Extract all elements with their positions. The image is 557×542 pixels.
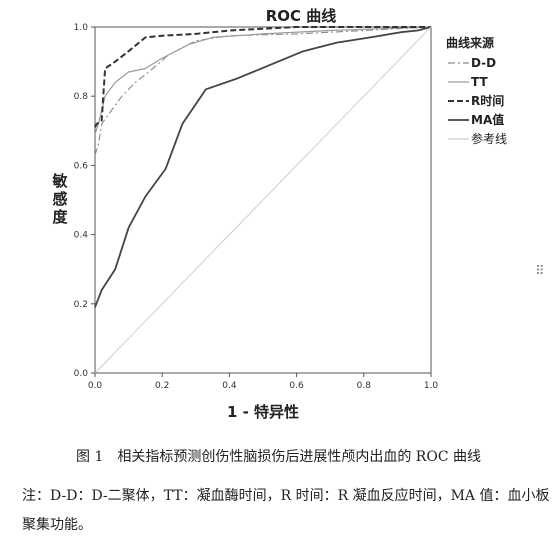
x-tick-label: 0.0 <box>88 381 103 391</box>
series-line-2 <box>94 26 431 128</box>
figure-note: 注：D-D：D-二聚体，TT：凝血酶时间，R 时间：R 凝血反应时间，MA 值：… <box>22 488 550 533</box>
x-tick-label: 0.2 <box>155 381 169 391</box>
axis-layer: 0.0 0.2 0.4 0.6 0.8 1.0 0.0 0.2 0.4 0.6 0.8 1.0 <box>74 23 439 391</box>
chart-title: ROC 曲线 <box>266 7 337 25</box>
plot-frame <box>94 26 432 374</box>
legend-entry-label: TT <box>471 75 488 89</box>
y-tick-label: 0.4 <box>74 231 89 241</box>
legend-entry-label: MA值 <box>471 112 504 127</box>
drag-handle-icon[interactable]: ⠿ <box>535 264 544 279</box>
roc-chart: 0.0 0.2 0.4 0.6 0.8 1.0 0.0 0.2 0.4 0.6 0.8 1.0 ROC… <box>51 7 507 421</box>
series-line-3 <box>94 26 432 308</box>
y-axis-label-char: 敏 <box>51 172 68 190</box>
legend-entry-label: D-D <box>471 56 496 70</box>
series-line-1 <box>94 26 432 135</box>
series-layer <box>94 26 432 374</box>
y-tick-label: 0.8 <box>74 92 89 102</box>
series-line-4 <box>94 26 432 374</box>
y-tick-label: 0.2 <box>74 300 88 310</box>
series-line-0 <box>94 26 432 156</box>
x-tick-label: 1.0 <box>424 381 439 391</box>
x-axis-label: 1 - 特异性 <box>227 403 299 421</box>
y-tick-label: 0.6 <box>74 161 89 171</box>
y-tick-label: 0.0 <box>74 369 89 379</box>
y-tick-label: 1.0 <box>74 23 89 33</box>
x-tick-label: 0.6 <box>289 381 304 391</box>
y-axis-label-char: 感 <box>52 190 67 208</box>
figure-caption-text: 图 1 相关指标预测创伤性脑损伤后进展性颅内出血的 ROC 曲线 <box>76 449 481 465</box>
figure-caption: 图 1 相关指标预测创伤性脑损伤后进展性颅内出血的 ROC 曲线 <box>0 446 557 466</box>
legend-entry-label: R时间 <box>471 93 504 108</box>
legend-entry-label: 参考线 <box>471 131 507 146</box>
x-tick-label: 0.8 <box>357 381 372 391</box>
y-axis-label-char: 度 <box>52 208 68 226</box>
x-tick-label: 0.4 <box>222 381 237 391</box>
legend-title: 曲线来源 <box>446 35 494 50</box>
y-axis-label: 敏感度 <box>51 172 68 226</box>
